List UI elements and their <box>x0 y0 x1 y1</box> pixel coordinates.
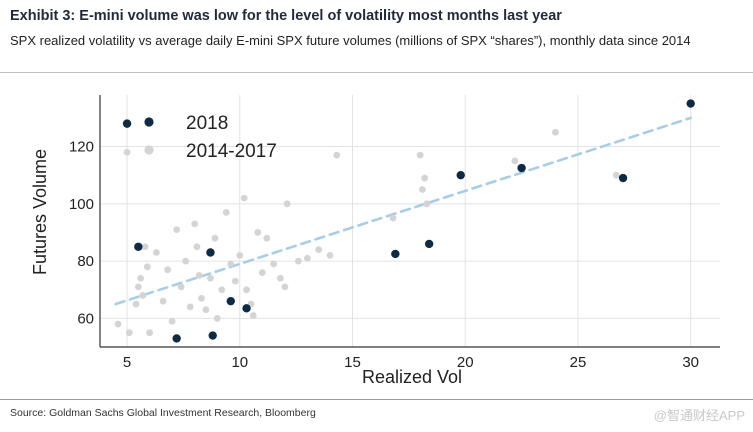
point-2014-2017 <box>114 320 122 328</box>
point-2014-2017 <box>304 254 311 262</box>
legend-label-2018: 2018 <box>186 113 228 134</box>
point-2014-2017 <box>186 303 194 311</box>
legend-marker-2018 <box>144 117 154 127</box>
point-2014-2017 <box>612 171 620 179</box>
point-2014-2017 <box>258 269 266 276</box>
watermark: @智通财经APP <box>653 408 745 423</box>
y-tick-label: 100 <box>69 196 94 213</box>
point-2018 <box>226 296 235 306</box>
axes: 5 10 15 20 25 30 60 80 100 120 <box>69 95 720 371</box>
point-2014-2017 <box>137 274 144 282</box>
point-2014-2017 <box>389 214 397 222</box>
y-tick-label: 60 <box>77 310 94 327</box>
legend-marker-2014-2017 <box>144 145 154 155</box>
point-2014-2017 <box>134 283 142 291</box>
legend: 2018 2014-2017 <box>144 113 277 162</box>
point-2014-2017 <box>123 148 131 156</box>
point-2014-2017 <box>164 266 172 274</box>
point-2018 <box>618 173 628 183</box>
point-2014-2017 <box>263 234 271 242</box>
point-2014-2017 <box>419 186 426 193</box>
y-tick-label: 80 <box>77 253 94 270</box>
point-2014-2017 <box>240 194 248 202</box>
point-2014-2017 <box>195 272 203 279</box>
x-tick-label: 10 <box>231 354 248 371</box>
point-2014-2017 <box>231 277 239 285</box>
source-note: Source: Goldman Sachs Global Investment … <box>10 407 316 419</box>
point-2018 <box>206 248 215 257</box>
x-axis-title: Realized Vol <box>362 367 462 387</box>
x-tick-label: 30 <box>682 354 699 371</box>
point-2018 <box>242 304 251 313</box>
point-2018 <box>456 170 465 180</box>
point-2018 <box>391 249 400 259</box>
point-2014-2017 <box>125 329 133 337</box>
chart-title: Exhibit 3: E-mini volume was low for the… <box>10 8 562 24</box>
point-2014-2017 <box>173 226 181 233</box>
trendline <box>114 116 692 306</box>
point-2014-2017 <box>159 297 167 305</box>
point-2014-2017 <box>177 283 185 291</box>
point-2014-2017 <box>423 200 431 208</box>
grid-lines <box>100 95 720 347</box>
point-2014-2017 <box>295 257 302 265</box>
point-2014-2017 <box>326 251 334 259</box>
point-2014-2017 <box>283 200 291 208</box>
y-tick-label: 120 <box>69 139 94 156</box>
point-2018 <box>686 99 695 108</box>
point-2014-2017 <box>281 283 289 291</box>
point-2014-2017 <box>213 314 221 322</box>
point-2014-2017 <box>191 220 199 228</box>
point-2018 <box>134 242 143 251</box>
point-2018 <box>172 334 181 343</box>
point-2014-2017 <box>227 260 235 268</box>
point-2014-2017 <box>222 209 230 216</box>
point-2014-2017 <box>254 229 262 236</box>
point-2014-2017 <box>211 234 219 242</box>
point-2014-2017 <box>202 306 210 314</box>
x-tick-label: 25 <box>570 354 587 371</box>
point-2014-2017 <box>139 292 147 299</box>
point-2014-2017 <box>552 128 559 136</box>
legend-label-2014-2017: 2014-2017 <box>186 141 277 162</box>
top-divider <box>0 72 753 73</box>
point-2014-2017 <box>198 294 205 302</box>
point-2014-2017 <box>276 274 284 282</box>
trendline-layer <box>114 116 692 306</box>
point-2014-2017 <box>416 151 424 159</box>
point-2014-2017 <box>152 249 160 256</box>
point-2018 <box>517 163 526 173</box>
point-2014-2017 <box>333 151 341 159</box>
bottom-divider <box>0 399 753 400</box>
point-2014-2017 <box>511 157 519 165</box>
point-2014-2017 <box>218 286 226 294</box>
chart-subtitle: SPX realized volatility vs average daily… <box>10 33 691 48</box>
point-2014-2017 <box>421 174 429 182</box>
point-2014-2017 <box>146 329 154 337</box>
y-axis-title: Futures Volume <box>30 149 50 275</box>
point-2014-2017 <box>143 263 151 271</box>
x-tick-label: 15 <box>344 354 361 371</box>
point-2014-2017 <box>132 300 140 308</box>
x-tick-label: 20 <box>457 354 474 371</box>
x-tick-label: 5 <box>123 354 131 371</box>
scatter-chart: 5 10 15 20 25 30 60 80 100 120 2018 2014-2017 Rea… <box>30 95 720 387</box>
data-points <box>114 99 695 343</box>
point-2014-2017 <box>270 260 277 268</box>
point-2018 <box>122 119 132 128</box>
point-2014-2017 <box>168 317 176 325</box>
point-2014-2017 <box>315 246 323 254</box>
point-2014-2017 <box>141 243 149 251</box>
point-2014-2017 <box>249 312 257 319</box>
point-2014-2017 <box>207 274 214 282</box>
point-2014-2017 <box>236 251 244 259</box>
point-2018 <box>208 331 217 340</box>
point-2014-2017 <box>182 257 190 265</box>
point-2014-2017 <box>193 243 201 251</box>
point-2018 <box>424 239 434 249</box>
point-2014-2017 <box>243 286 250 294</box>
